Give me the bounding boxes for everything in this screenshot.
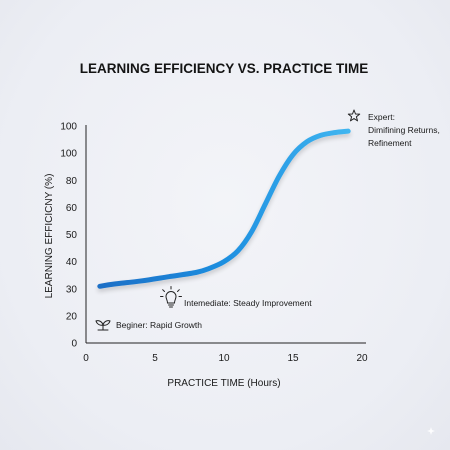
- x-tick-label: 15: [287, 353, 299, 364]
- star-icon: [347, 109, 361, 122]
- y-axis-title: LEARNING EFFICICNY (%): [44, 174, 55, 299]
- annotation-expert-line-2: Dimifining Returns,: [368, 125, 440, 135]
- x-tick-label: 5: [152, 353, 158, 364]
- y-tick-label: 50: [66, 230, 78, 241]
- annotation-expert-line-1: Expert:: [368, 112, 395, 122]
- x-axis-title: PRACTICE TIME (Hours): [167, 378, 280, 389]
- lightbulb-icon: [160, 286, 182, 308]
- y-tick-label: 100: [60, 149, 77, 160]
- series-layer: [97, 128, 351, 289]
- y-tick-label: 60: [66, 203, 78, 214]
- sprout-icon: [95, 320, 111, 331]
- x-tick-labels: 0 5 10 15 20: [83, 353, 368, 364]
- x-tick-label: 10: [218, 353, 230, 364]
- sparkle-icon: [427, 427, 435, 435]
- annotation-beginner: Beginer: Rapid Growth: [116, 320, 202, 330]
- x-tick-label: 0: [83, 353, 89, 364]
- y-tick-label: 40: [66, 257, 78, 268]
- y-tick-label: 80: [66, 176, 78, 187]
- y-tick-label: 100: [60, 122, 77, 133]
- y-tick-label: 30: [66, 284, 78, 295]
- annotation-intermediate: Intemediate: Steady Improvement: [184, 298, 312, 308]
- y-tick-label: 20: [66, 311, 78, 322]
- y-tick-labels: 0 20 30 40 50 60 80 100 100: [60, 122, 77, 350]
- chart-title: LEARNING EFFICIENCY VS. PRACTICE TIME: [80, 61, 369, 76]
- annotation-expert-line-3: Refinement: [368, 138, 412, 148]
- y-tick-label: 0: [71, 339, 77, 350]
- x-tick-label: 20: [356, 353, 368, 364]
- series-line: [97, 128, 351, 289]
